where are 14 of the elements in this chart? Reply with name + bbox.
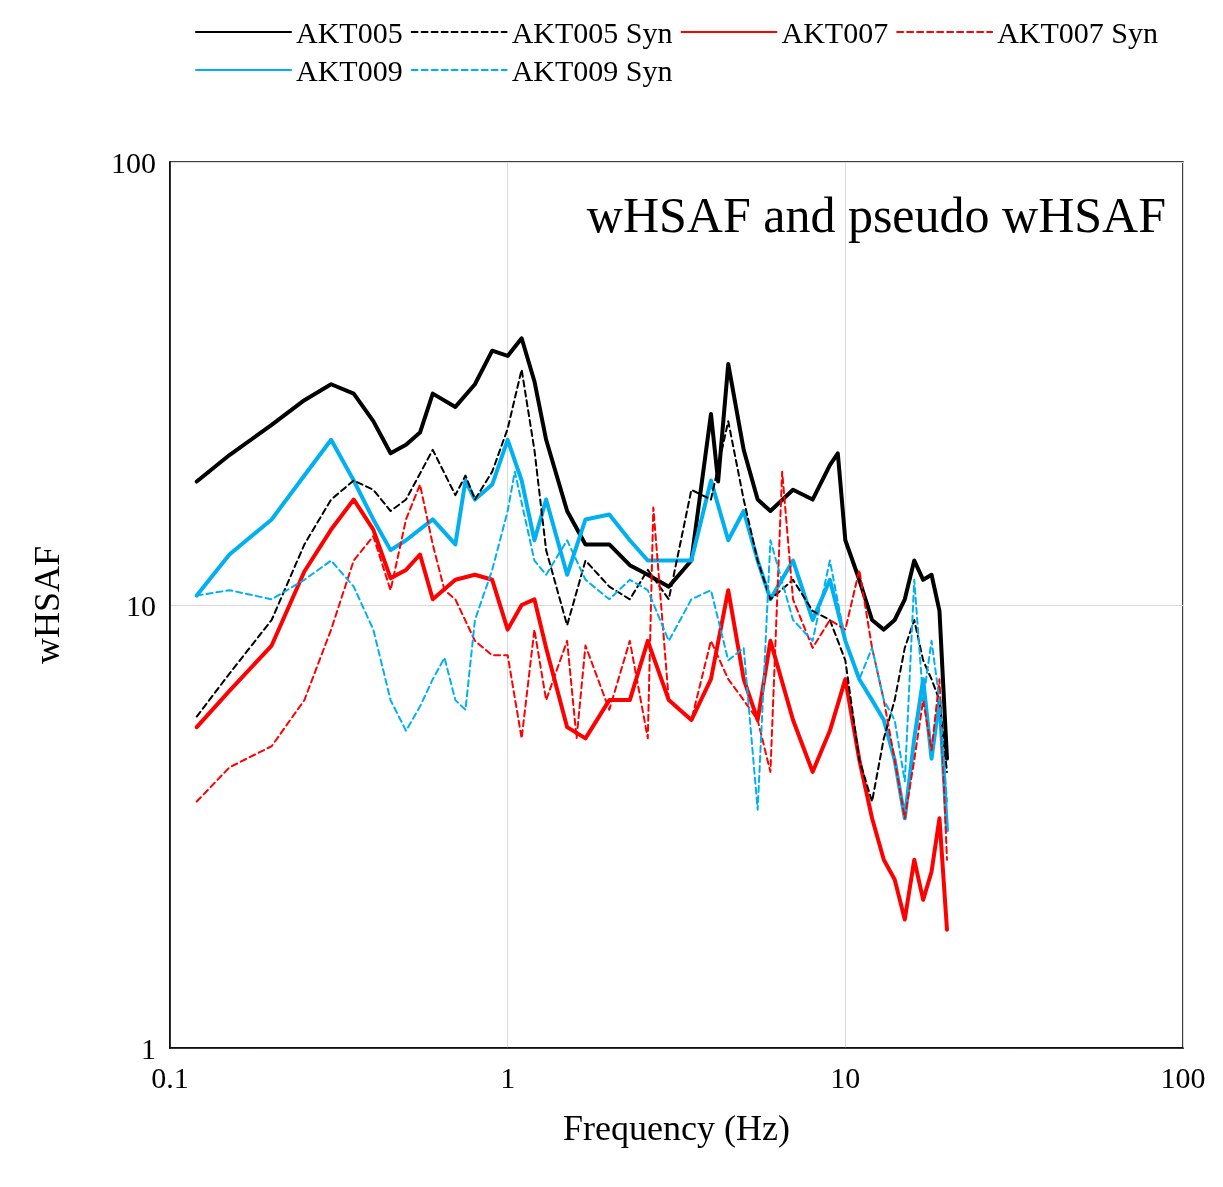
text: wHSAF and pseudo wHSAF: [586, 187, 1167, 243]
legend-label: AKT007: [781, 15, 889, 49]
legend-label: AKT009: [296, 53, 403, 87]
legend-label: AKT005: [296, 15, 403, 49]
y-axis-title: wHSAF: [27, 545, 67, 665]
legend-label: AKT009 Syn: [511, 53, 673, 87]
y-tick-label: 10: [126, 588, 156, 622]
x-tick-label: 10: [830, 1060, 861, 1094]
x-tick-label: 1: [500, 1060, 516, 1094]
legend-label: AKT005 Syn: [511, 15, 673, 49]
x-axis-title: Frequency (Hz): [563, 1108, 790, 1148]
legend-label: AKT007 Syn: [997, 15, 1158, 49]
y-tick-label: 100: [111, 145, 156, 179]
x-tick-label: 100: [1160, 1060, 1206, 1094]
